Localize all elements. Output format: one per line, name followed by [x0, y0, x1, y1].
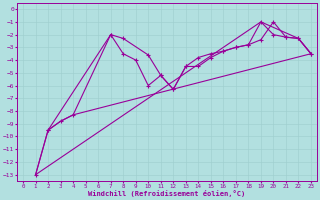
X-axis label: Windchill (Refroidissement éolien,°C): Windchill (Refroidissement éolien,°C) — [88, 190, 246, 197]
